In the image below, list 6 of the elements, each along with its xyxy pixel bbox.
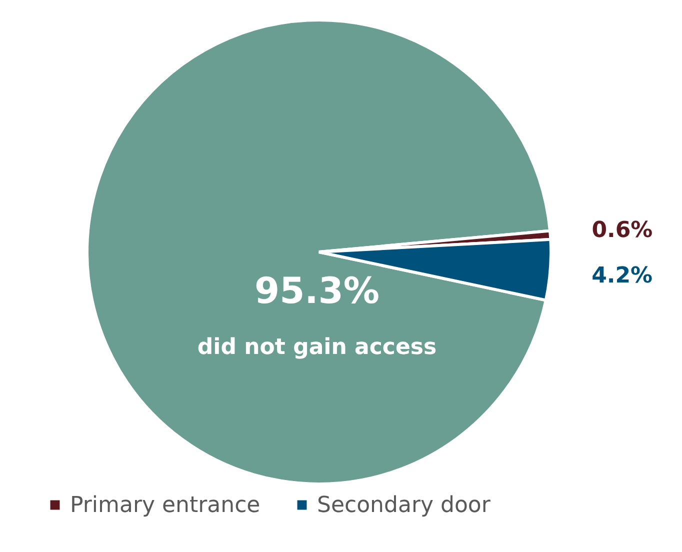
data-label: 0.6% [592,218,653,243]
legend-label: Secondary door [317,493,492,518]
legend-label: Primary entrance [70,493,260,518]
slice-label: did not gain access [197,335,437,360]
data-label: 95.3% [254,271,380,312]
data-label: 4.2% [592,264,653,289]
